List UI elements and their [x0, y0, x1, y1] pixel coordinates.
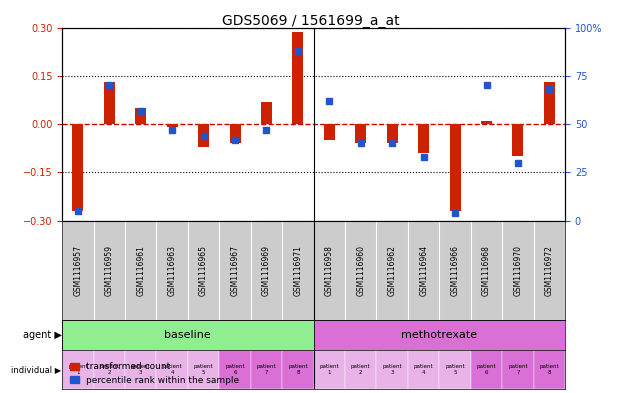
Bar — [62, 320, 314, 351]
Bar — [471, 351, 502, 389]
Bar — [314, 320, 565, 351]
Text: agent ▶: agent ▶ — [22, 330, 61, 340]
Bar — [230, 124, 240, 143]
Bar — [355, 124, 366, 143]
Text: GSM1116970: GSM1116970 — [514, 245, 522, 296]
Text: GSM1116967: GSM1116967 — [230, 245, 240, 296]
Bar — [251, 351, 282, 389]
Text: GSM1116965: GSM1116965 — [199, 245, 208, 296]
Bar — [376, 351, 408, 389]
Text: patient
7: patient 7 — [256, 364, 276, 375]
Bar — [345, 351, 376, 389]
Bar — [219, 351, 251, 389]
Bar — [502, 351, 533, 389]
Text: patient
2: patient 2 — [351, 364, 371, 375]
Legend: transformed count, percentile rank within the sample: transformed count, percentile rank withi… — [66, 359, 243, 389]
Text: patient
4: patient 4 — [414, 364, 433, 375]
Bar — [166, 124, 178, 127]
Bar — [198, 124, 209, 147]
Text: GSM1116958: GSM1116958 — [325, 245, 334, 296]
Text: GSM1116957: GSM1116957 — [73, 245, 83, 296]
Text: GSM1116963: GSM1116963 — [168, 245, 176, 296]
Text: patient
6: patient 6 — [477, 364, 496, 375]
Text: baseline: baseline — [165, 330, 211, 340]
Text: GDS5069 / 1561699_a_at: GDS5069 / 1561699_a_at — [222, 14, 399, 28]
Bar — [261, 101, 272, 124]
Bar — [314, 351, 345, 389]
Bar — [62, 351, 94, 389]
Text: patient
5: patient 5 — [194, 364, 214, 375]
Bar — [387, 124, 397, 143]
Bar — [512, 124, 524, 156]
Text: patient
6: patient 6 — [225, 364, 245, 375]
Text: patient
1: patient 1 — [320, 364, 339, 375]
Text: patient
3: patient 3 — [383, 364, 402, 375]
Bar — [481, 121, 492, 124]
Text: GSM1116961: GSM1116961 — [136, 245, 145, 296]
Bar — [418, 124, 429, 153]
Text: patient
4: patient 4 — [162, 364, 182, 375]
Bar — [533, 351, 565, 389]
Text: GSM1116971: GSM1116971 — [293, 245, 302, 296]
Text: GSM1116969: GSM1116969 — [262, 245, 271, 296]
Bar — [156, 351, 188, 389]
Bar — [72, 124, 83, 211]
Bar — [125, 351, 156, 389]
Bar — [292, 32, 304, 124]
Bar — [135, 108, 146, 124]
Text: GSM1116962: GSM1116962 — [388, 245, 397, 296]
Bar — [188, 351, 219, 389]
Bar — [544, 82, 555, 124]
Bar — [282, 351, 314, 389]
Text: patient
7: patient 7 — [508, 364, 528, 375]
Bar — [324, 124, 335, 140]
Bar — [450, 124, 461, 211]
Text: patient
1: patient 1 — [68, 364, 88, 375]
Text: methotrexate: methotrexate — [401, 330, 478, 340]
Text: GSM1116964: GSM1116964 — [419, 245, 428, 296]
Text: patient
5: patient 5 — [445, 364, 465, 375]
Bar — [94, 351, 125, 389]
Text: GSM1116972: GSM1116972 — [545, 245, 554, 296]
Text: GSM1116966: GSM1116966 — [451, 245, 460, 296]
Bar — [408, 351, 439, 389]
Text: patient
2: patient 2 — [99, 364, 119, 375]
Text: individual ▶: individual ▶ — [11, 365, 61, 374]
Text: GSM1116960: GSM1116960 — [356, 245, 365, 296]
Text: GSM1116968: GSM1116968 — [482, 245, 491, 296]
Text: patient
8: patient 8 — [288, 364, 307, 375]
Text: patient
3: patient 3 — [131, 364, 150, 375]
Text: GSM1116959: GSM1116959 — [105, 245, 114, 296]
Bar — [104, 82, 115, 124]
Text: patient
8: patient 8 — [540, 364, 559, 375]
Bar — [439, 351, 471, 389]
